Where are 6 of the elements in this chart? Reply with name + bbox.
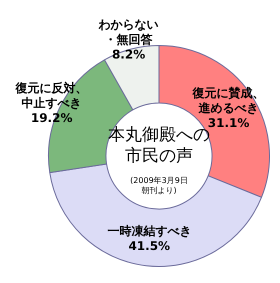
data-label: 8.2%	[112, 48, 146, 62]
text: (2009年3月9日朝刊より)	[130, 176, 188, 196]
data-label: 41.5%	[128, 239, 170, 254]
data-label: 31.1%	[208, 116, 250, 130]
slice-label: 一時凍結すべき	[107, 224, 192, 238]
slice-label: わからない・無回答	[98, 18, 159, 47]
